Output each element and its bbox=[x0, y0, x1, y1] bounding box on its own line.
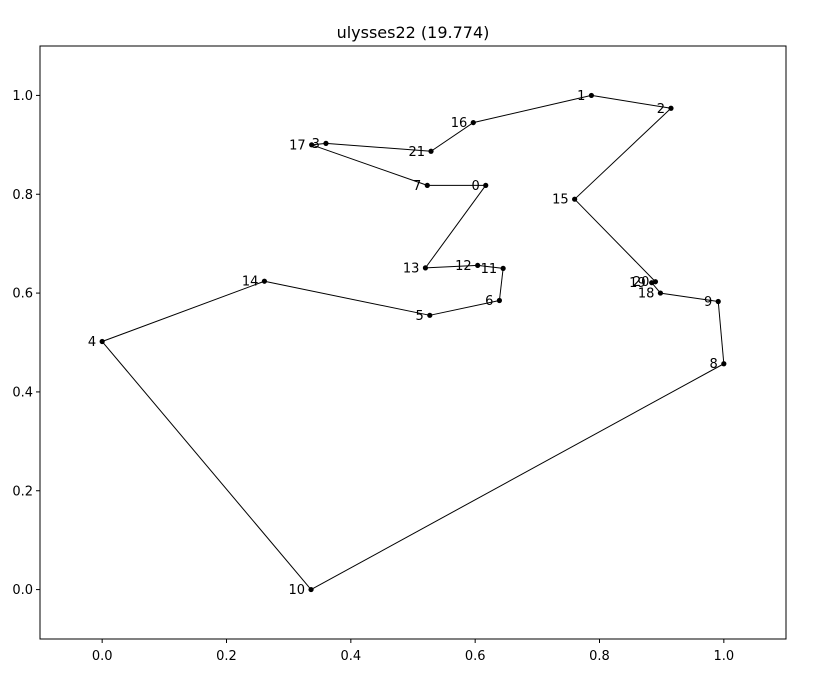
tour-segment bbox=[717, 301, 725, 364]
node-marker-11 bbox=[500, 265, 506, 271]
x-tick-label: 0.6 bbox=[465, 649, 486, 664]
node-label-0: 0 bbox=[471, 179, 479, 194]
node-marker-15 bbox=[572, 196, 578, 202]
tour-segment bbox=[591, 94, 672, 109]
node-marker-2 bbox=[668, 105, 674, 111]
tour-segment bbox=[574, 107, 672, 200]
node-marker-7 bbox=[424, 182, 430, 188]
y-tick-label: 1.0 bbox=[12, 89, 33, 104]
y-tick-label: 0.6 bbox=[12, 287, 33, 302]
y-tick-label: 0.0 bbox=[12, 583, 33, 598]
node-label-7: 7 bbox=[413, 179, 421, 194]
y-tick-label: 0.2 bbox=[12, 484, 33, 499]
tour-segment bbox=[477, 264, 504, 269]
node-label-18: 18 bbox=[638, 287, 655, 302]
node-marker-layer bbox=[99, 92, 727, 593]
node-marker-16 bbox=[470, 119, 476, 126]
node-label-13: 13 bbox=[403, 261, 420, 276]
node-marker-9 bbox=[715, 298, 721, 305]
node-label-6: 6 bbox=[485, 294, 493, 309]
y-axis-ticks: 0.0 0.2 0.4 0.6 0.8 1.0 bbox=[12, 89, 40, 598]
node-label-1: 1 bbox=[577, 89, 585, 104]
x-axis-ticks: 0.0 0.2 0.4 0.6 0.8 1.0 bbox=[92, 639, 734, 664]
y-tick-label: 0.8 bbox=[12, 188, 33, 203]
node-marker-0 bbox=[483, 182, 489, 188]
node-label-14: 14 bbox=[242, 275, 259, 290]
tour-segment bbox=[101, 341, 312, 590]
plot-frame bbox=[39, 45, 787, 640]
node-marker-14 bbox=[261, 278, 268, 284]
node-marker-8 bbox=[721, 361, 727, 367]
tour-segment bbox=[429, 300, 500, 316]
node-label-21: 21 bbox=[408, 145, 425, 160]
node-label-10: 10 bbox=[288, 583, 305, 598]
node-marker-13 bbox=[422, 265, 429, 271]
tour-segment bbox=[430, 122, 474, 152]
tour-segment bbox=[101, 280, 265, 342]
x-tick-label: 0.2 bbox=[216, 649, 237, 664]
y-tick-label: 0.4 bbox=[12, 385, 33, 400]
chart-title: ulysses22 (19.774) bbox=[337, 23, 490, 42]
node-label-17: 17 bbox=[289, 138, 306, 153]
tour-segment bbox=[498, 268, 504, 301]
tour-segment bbox=[660, 292, 719, 302]
node-marker-3 bbox=[323, 140, 329, 146]
node-label-5: 5 bbox=[416, 309, 424, 324]
node-label-19: 19 bbox=[629, 276, 646, 291]
node-marker-18 bbox=[657, 290, 664, 296]
tour-segment bbox=[425, 264, 478, 269]
node-label-11: 11 bbox=[481, 262, 498, 277]
x-tick-label: 0.0 bbox=[92, 649, 113, 664]
node-label-12: 12 bbox=[455, 259, 472, 274]
tour-segment bbox=[264, 280, 430, 316]
node-marker-6 bbox=[496, 297, 503, 304]
node-label-4: 4 bbox=[88, 335, 96, 350]
tour-segment bbox=[473, 94, 592, 124]
node-marker-21 bbox=[428, 148, 434, 154]
node-marker-20 bbox=[652, 279, 659, 285]
tour-segment bbox=[311, 144, 428, 186]
node-label-2: 2 bbox=[657, 102, 665, 117]
node-label-3: 3 bbox=[312, 137, 320, 152]
tour-segment bbox=[425, 185, 487, 269]
node-marker-17 bbox=[309, 142, 315, 148]
node-label-15: 15 bbox=[552, 193, 569, 208]
node-marker-10 bbox=[308, 586, 314, 593]
x-tick-label: 0.8 bbox=[589, 649, 610, 664]
x-tick-label: 1.0 bbox=[713, 649, 734, 664]
node-marker-5 bbox=[427, 312, 433, 318]
node-label-20: 20 bbox=[633, 275, 650, 290]
x-tick-label: 0.4 bbox=[340, 649, 361, 664]
tour-segment bbox=[310, 363, 725, 591]
node-marker-4 bbox=[99, 338, 105, 345]
node-marker-12 bbox=[475, 262, 481, 269]
tour-segment bbox=[574, 198, 656, 283]
tour-segment bbox=[325, 142, 432, 152]
node-label-16: 16 bbox=[451, 116, 468, 131]
node-marker-1 bbox=[588, 92, 595, 99]
node-label-8: 8 bbox=[710, 357, 718, 372]
node-label-9: 9 bbox=[704, 295, 712, 310]
